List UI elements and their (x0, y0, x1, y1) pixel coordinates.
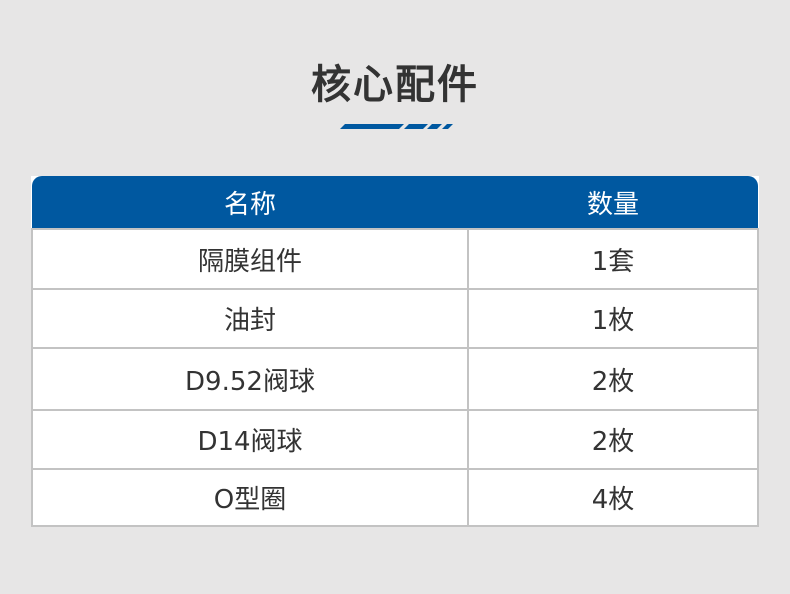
part-name: O型圈 (31, 468, 469, 527)
column-header-name: 名称 (32, 176, 468, 229)
table-row: 油封 1枚 (31, 288, 759, 349)
table-row: D9.52阀球 2枚 (31, 347, 759, 411)
part-quantity: 1枚 (467, 288, 759, 349)
part-quantity: 1套 (467, 228, 759, 290)
part-quantity: 2枚 (467, 409, 759, 470)
parts-table: 名称 数量 隔膜组件 1套 油封 1枚 D9.52阀球 2枚 D14阀球 2枚 … (31, 176, 759, 527)
table-row: 隔膜组件 1套 (31, 228, 759, 290)
part-name: D9.52阀球 (31, 347, 469, 411)
table-row: O型圈 4枚 (31, 468, 759, 527)
table-row: D14阀球 2枚 (31, 409, 759, 470)
part-name: 隔膜组件 (31, 228, 469, 290)
column-header-quantity: 数量 (468, 176, 758, 229)
title-underline-decoration (340, 124, 453, 129)
part-quantity: 4枚 (467, 468, 759, 527)
table-header-row: 名称 数量 (32, 176, 758, 229)
part-name: D14阀球 (31, 409, 469, 470)
page-title: 核心配件 (311, 62, 479, 108)
part-name: 油封 (31, 288, 469, 349)
part-quantity: 2枚 (467, 347, 759, 411)
